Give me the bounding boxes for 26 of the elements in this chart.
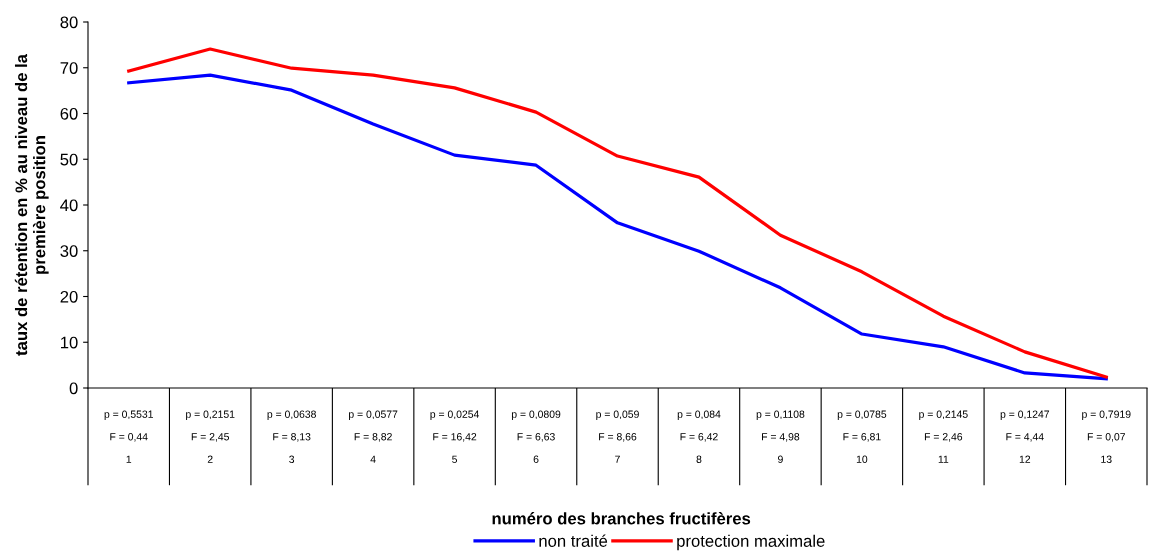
category-label: p = 0,1247 F = 4,44 12 [1000, 410, 1050, 463]
category-label: p = 0,0254 F = 16,42 5 [430, 410, 480, 463]
category-label: p = 0,0577 F = 8,82 4 [349, 410, 398, 463]
y-tick-label: 0 [69, 382, 78, 395]
category-label: p = 0,0785 F = 6,81 10 [837, 410, 887, 463]
text: numéro des branches fructifères [492, 512, 751, 525]
category-label: p = 0,0809 F = 6,63 6 [511, 410, 561, 463]
y-tick-label: 70 [60, 62, 78, 74]
y-tick-label: 20 [60, 290, 78, 303]
y-tick-label: 30 [60, 245, 78, 257]
category-label: p = 0,1108 F = 4,98 9 [756, 410, 805, 463]
category-label: p = 0,5531 F = 0,44 1 [104, 410, 153, 463]
y-tick-label: 60 [60, 107, 78, 120]
y-tick-label: 80 [60, 16, 78, 29]
category-label: p = 0,0638 F = 8,13 3 [267, 410, 316, 463]
legend-label: non traité [539, 534, 608, 547]
legend-label: protection maximale [677, 534, 825, 551]
category-label: p = 0,059 F = 8,66 7 [596, 410, 639, 463]
category-label: p = 0,2151 F = 2,45 2 [186, 410, 235, 463]
y-tick-label: 40 [60, 199, 78, 212]
category-label: p = 0,7919 F = 0,07 13 [1082, 410, 1131, 463]
y-axis-title: taux de rétention en % au niveau de la première position [14, 53, 49, 356]
category-label: p = 0,084 F = 6,42 8 [677, 410, 721, 463]
y-tick-label: 50 [60, 153, 78, 166]
category-label: p = 0,2145 F = 2,46 11 [919, 410, 968, 463]
y-tick-label: 10 [61, 336, 78, 349]
